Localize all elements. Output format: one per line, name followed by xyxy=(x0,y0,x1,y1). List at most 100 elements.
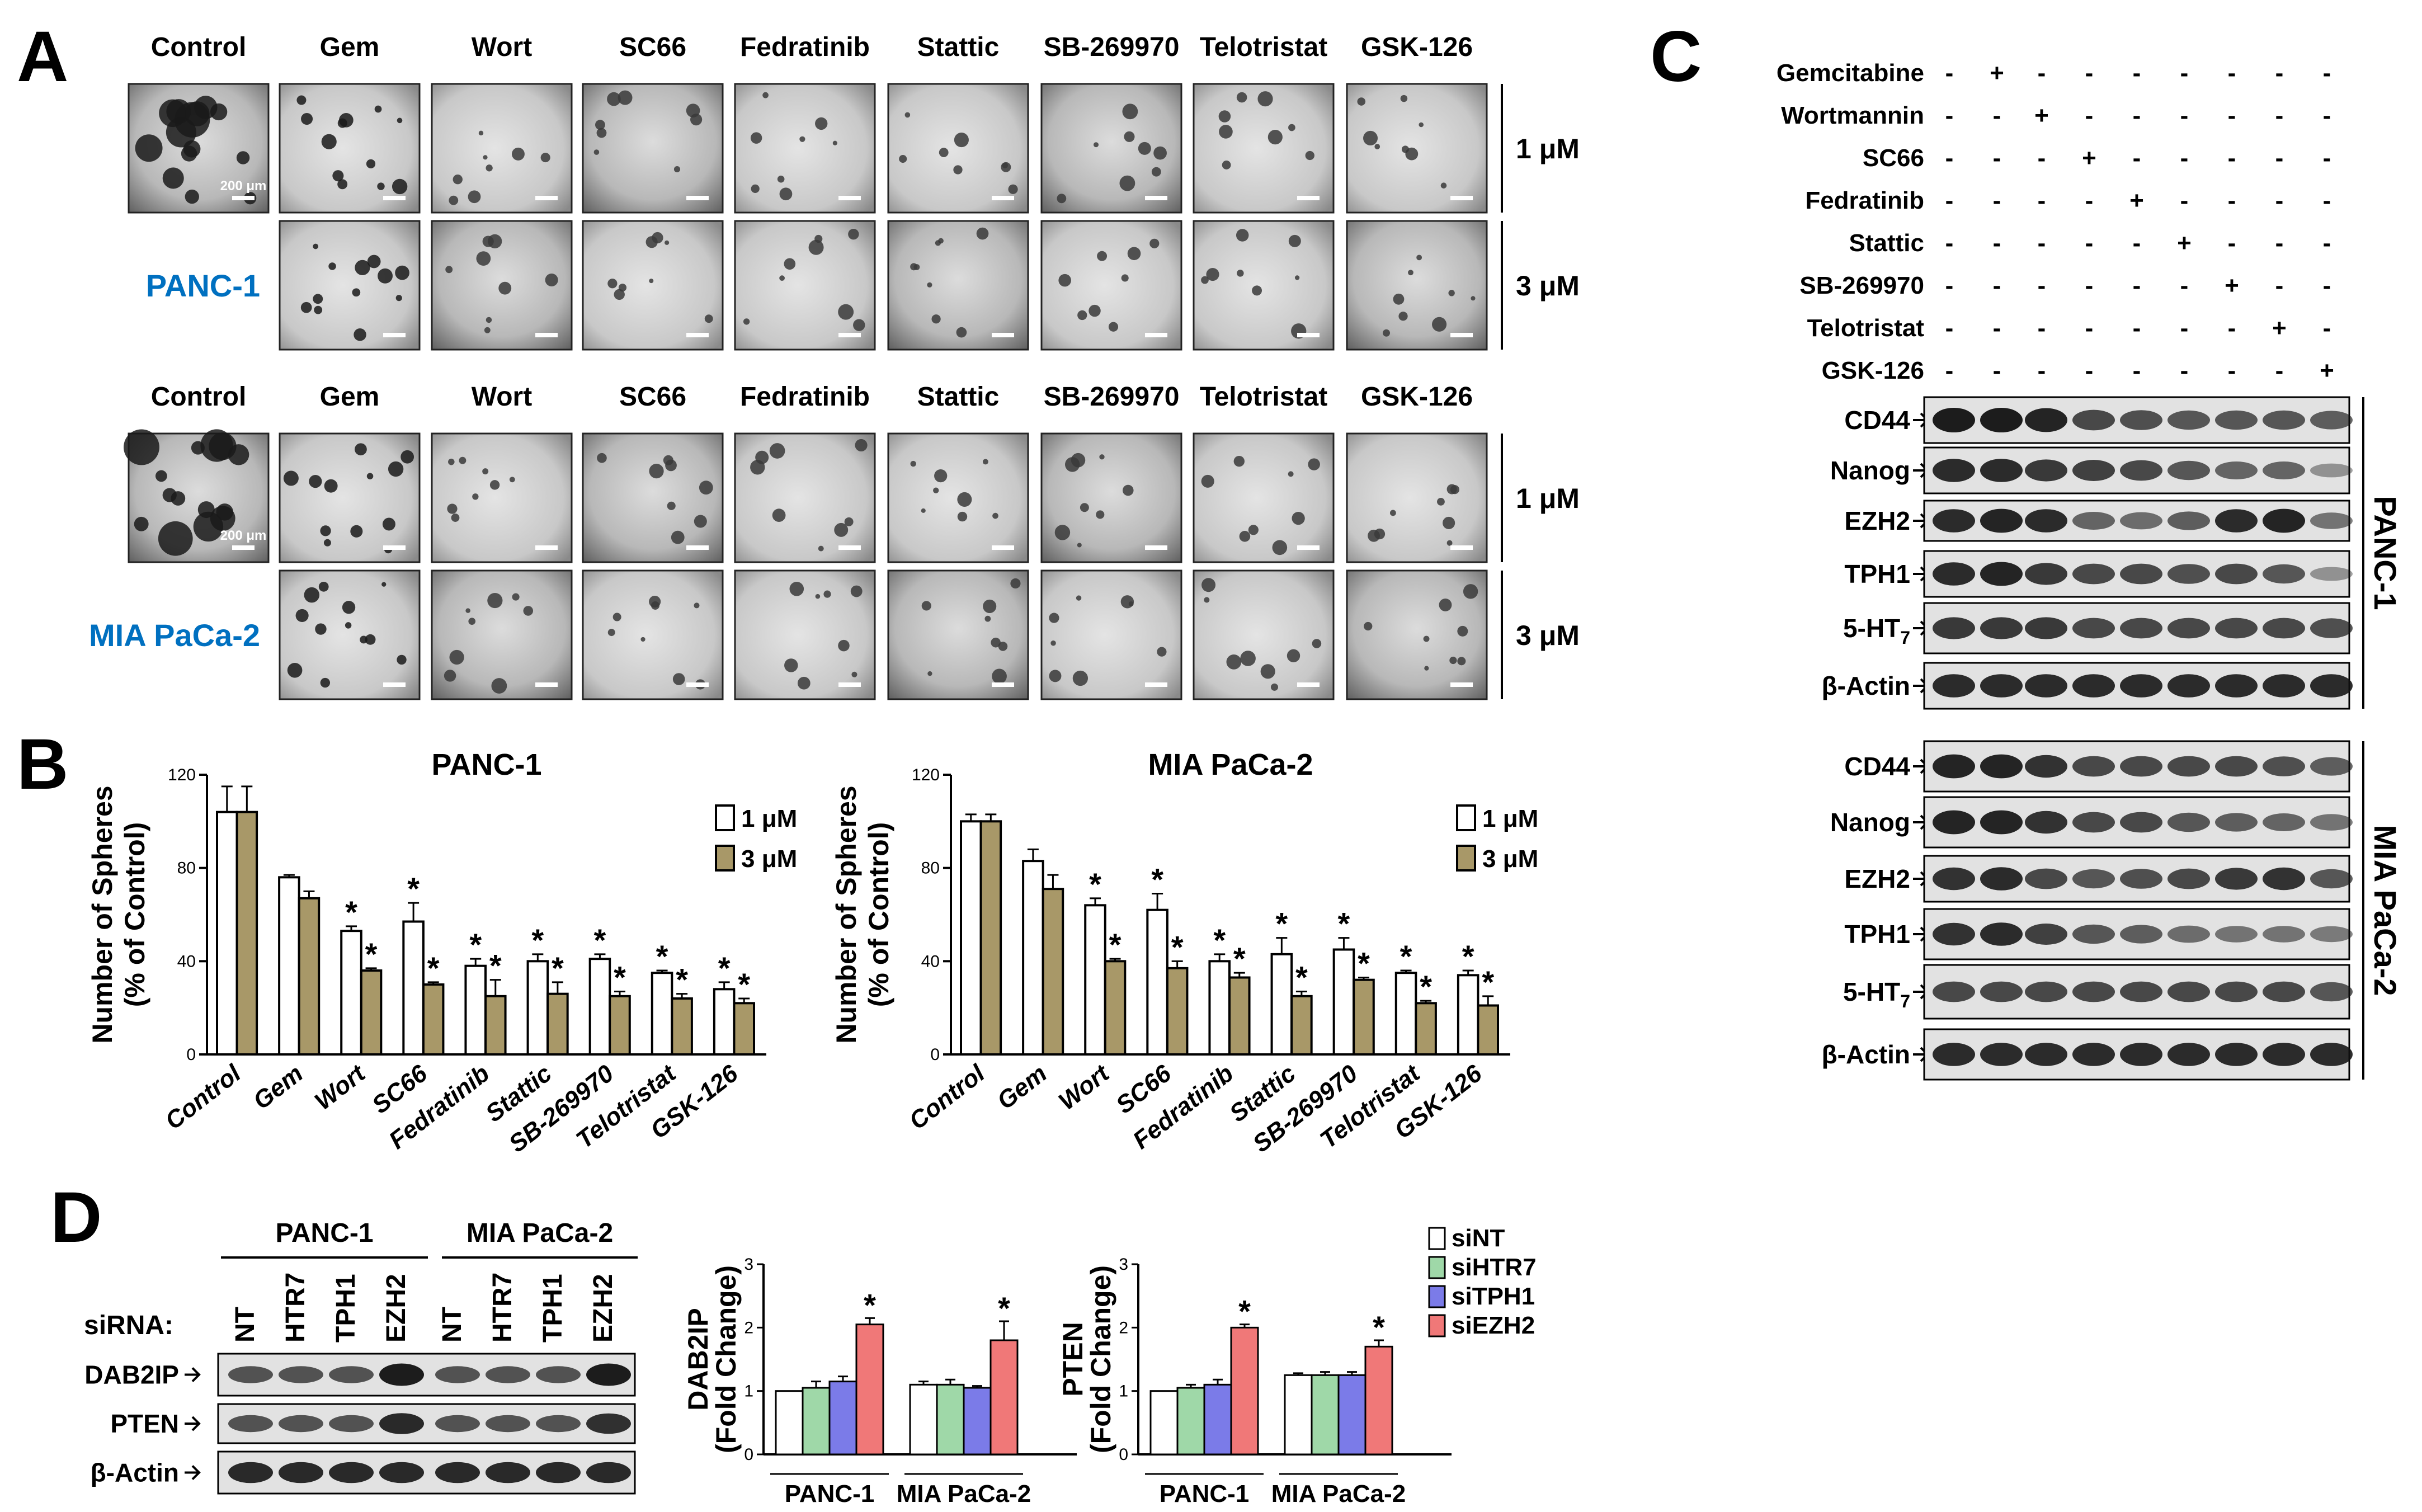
minus-sign: - xyxy=(2323,59,2331,87)
sphere-blob xyxy=(459,456,467,464)
plus-sign: + xyxy=(2320,357,2334,384)
blot-band xyxy=(2215,410,2258,430)
bar-sitph1 xyxy=(1337,1374,1367,1456)
significance-star: * xyxy=(1089,866,1101,902)
sphere-blob xyxy=(673,166,681,173)
minus-sign: - xyxy=(2180,357,2189,384)
sphere-blob xyxy=(365,634,376,645)
bar-3um xyxy=(1477,1004,1499,1056)
treatment-label: Fedratinib xyxy=(1805,187,1924,214)
minus-sign: - xyxy=(2323,144,2331,172)
minus-sign: - xyxy=(1993,144,2001,172)
sphere-blob xyxy=(328,262,336,270)
sphere-blob xyxy=(484,327,491,333)
sphere-blob xyxy=(392,178,408,195)
blot-band xyxy=(2263,618,2305,639)
sphere-blob xyxy=(777,175,785,183)
sphere-blob xyxy=(309,475,322,488)
sphere-blob xyxy=(1153,146,1167,160)
sphere-blob xyxy=(1450,485,1459,494)
sphere-blob xyxy=(483,155,488,160)
sphere-blob xyxy=(1288,234,1301,247)
blot-band xyxy=(2167,618,2210,639)
sphere-blob xyxy=(512,593,520,601)
bar-1um xyxy=(960,820,982,1056)
bar-sint xyxy=(909,1383,938,1456)
treatment-label: Telotristat xyxy=(1807,314,1925,342)
blot-band xyxy=(2310,674,2353,698)
micrograph-tile xyxy=(279,569,421,700)
blot-band xyxy=(2215,674,2258,698)
plus-sign: + xyxy=(2225,272,2239,299)
blot-band xyxy=(228,1366,273,1383)
sphere-blob xyxy=(1248,525,1259,535)
y-tick-label: 80 xyxy=(177,859,196,878)
blot-band xyxy=(2263,674,2305,698)
blot-band xyxy=(2215,461,2258,479)
minus-sign: - xyxy=(2038,314,2046,342)
sphere-blob xyxy=(1096,510,1105,519)
sphere-blob xyxy=(388,461,404,477)
sphere-blob xyxy=(488,234,502,249)
scale-bar xyxy=(535,196,558,200)
significance-star: * xyxy=(345,894,357,930)
scale-bar xyxy=(992,682,1014,687)
micrograph-tile xyxy=(734,220,876,351)
sphere-blob xyxy=(400,450,414,464)
sphere-blob xyxy=(321,134,337,149)
sphere-blob xyxy=(337,118,347,128)
sphere-blob xyxy=(395,265,409,280)
arrow-icon xyxy=(185,1465,201,1480)
group-label: MIA PaCa-2 xyxy=(2368,825,2403,996)
scale-bar xyxy=(1297,682,1320,687)
blot-band xyxy=(1980,922,2023,946)
plus-sign: + xyxy=(1990,59,2004,87)
blot-band xyxy=(1980,981,2023,1002)
scale-bar xyxy=(838,333,861,337)
minus-sign: - xyxy=(1993,314,2001,342)
micrograph-tile xyxy=(1193,83,1335,214)
sphere-blob xyxy=(743,318,750,325)
blot-band xyxy=(2072,674,2115,698)
blot-band xyxy=(435,1415,480,1433)
sphere-blob xyxy=(1383,329,1390,337)
minus-sign: - xyxy=(2133,272,2141,299)
sphere-blob xyxy=(595,120,605,130)
blot-band xyxy=(379,1363,424,1386)
blot-band xyxy=(2263,410,2305,430)
blot-band xyxy=(1933,754,1975,779)
sphere-blob xyxy=(209,432,237,460)
sphere-blob xyxy=(921,601,931,611)
micrograph-tile xyxy=(734,569,876,700)
micrograph-tile xyxy=(279,432,421,563)
header-0-0: Control xyxy=(151,32,247,62)
sphere-blob xyxy=(135,134,163,162)
blot-band xyxy=(2215,756,2258,777)
y-tick-label: 40 xyxy=(177,952,196,971)
sphere-blob xyxy=(491,678,507,694)
bar-1um xyxy=(1084,904,1106,1056)
sphere-blob xyxy=(935,240,941,246)
sphere-blob xyxy=(1201,578,1216,592)
micrograph-tile xyxy=(582,569,724,700)
sphere-blob xyxy=(523,606,534,616)
minus-sign: - xyxy=(1945,272,1954,299)
treatment-label: Gemcitabine xyxy=(1777,59,1924,87)
blot-band xyxy=(1980,562,2023,586)
blot-band xyxy=(1980,508,2023,533)
sphere-blob xyxy=(834,522,849,537)
blot-label-tph1: TPH1 xyxy=(1844,559,1910,588)
blot-label-nanog: Nanog xyxy=(1830,808,1910,837)
blot-band xyxy=(2025,981,2067,1002)
blot-band xyxy=(2215,981,2258,1002)
scale-bar xyxy=(1450,545,1473,550)
x-category-label: Control xyxy=(904,1059,990,1135)
blot-label: PTEN xyxy=(110,1409,179,1438)
header-0-4: Fedratinib xyxy=(740,32,870,62)
blot-band xyxy=(2167,410,2210,430)
sphere-blob xyxy=(1287,649,1300,662)
sphere-blob xyxy=(397,117,403,124)
sphere-blob xyxy=(671,530,685,544)
significance-star: * xyxy=(718,950,731,986)
bar-sitph1 xyxy=(1203,1383,1232,1456)
